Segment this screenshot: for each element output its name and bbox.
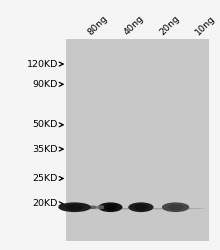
Text: 120KD: 120KD — [26, 60, 58, 68]
Text: 50KD: 50KD — [33, 120, 58, 129]
Text: 25KD: 25KD — [33, 174, 58, 183]
Text: 40ng: 40ng — [122, 14, 145, 38]
Ellipse shape — [128, 202, 154, 212]
Ellipse shape — [168, 204, 183, 210]
Ellipse shape — [66, 204, 84, 210]
Ellipse shape — [96, 205, 105, 209]
Ellipse shape — [70, 208, 205, 210]
Ellipse shape — [58, 202, 91, 212]
Text: 80ng: 80ng — [86, 14, 110, 38]
Ellipse shape — [162, 202, 189, 212]
Ellipse shape — [104, 204, 117, 210]
Text: 20ng: 20ng — [158, 14, 181, 38]
Text: 20KD: 20KD — [33, 199, 58, 208]
Text: 90KD: 90KD — [33, 80, 58, 89]
Ellipse shape — [88, 206, 97, 209]
Text: 10ng: 10ng — [193, 14, 217, 38]
Ellipse shape — [134, 204, 148, 210]
Text: 35KD: 35KD — [32, 144, 58, 154]
Bar — [66, 39, 209, 241]
Ellipse shape — [98, 202, 123, 212]
